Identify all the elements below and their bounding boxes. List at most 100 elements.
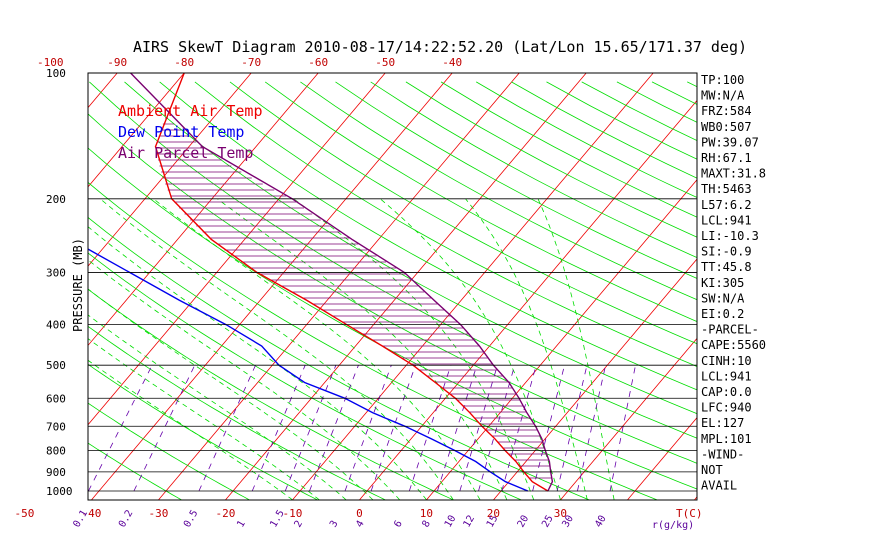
pressure-tick-label: 400 bbox=[46, 319, 66, 332]
moist-adiabat-line bbox=[88, 359, 293, 500]
dewpoint-temp-line bbox=[88, 248, 529, 492]
moist-adiabat-line bbox=[88, 338, 320, 500]
parcel-temp-line bbox=[130, 73, 554, 492]
plot-frame bbox=[87, 72, 698, 501]
isotherm-line bbox=[88, 73, 386, 426]
series-layer bbox=[88, 73, 554, 492]
index-item: -PARCEL- bbox=[701, 323, 759, 337]
mixing-ratio-label: 0.5 bbox=[182, 508, 201, 529]
dry-adiabat-line bbox=[229, 81, 697, 345]
mixing-ratio-line bbox=[284, 365, 337, 492]
dry-adiabat-line bbox=[440, 81, 697, 218]
top-temp-tick-label: -60 bbox=[308, 56, 328, 69]
isotherm-line bbox=[426, 179, 697, 500]
bottom-temp-tick-label: 10 bbox=[420, 507, 433, 520]
mixing-ratio-line bbox=[501, 365, 537, 492]
index-item: PW:39.07 bbox=[701, 135, 759, 149]
legend-entry: Ambient Air Temp bbox=[118, 102, 263, 120]
index-item: CAPE:5560 bbox=[701, 338, 766, 352]
mixing-ratio-label: 8 bbox=[420, 519, 433, 530]
dry-adiabat-line bbox=[88, 363, 318, 500]
index-item: AVAIL bbox=[701, 479, 737, 493]
mixing-ratio-label: 12 bbox=[462, 514, 478, 530]
isotherm-line bbox=[627, 417, 697, 500]
mixing-ratio-line bbox=[556, 365, 588, 492]
mixing-ratio-line bbox=[251, 365, 306, 492]
y-axis-label: PRESSURE (MB) bbox=[71, 238, 85, 332]
bottom-temp-tick-label: -50 bbox=[14, 507, 34, 520]
moist-adiabat-line bbox=[88, 288, 374, 500]
isobar-layer bbox=[88, 198, 697, 492]
cape-hatch bbox=[155, 117, 552, 479]
isotherm-line bbox=[225, 73, 587, 500]
mixing-ratio-label: 6 bbox=[392, 519, 405, 530]
dry-adiabat-line bbox=[194, 81, 697, 367]
dry-adiabat-line bbox=[335, 81, 697, 279]
axis-layer: 1002003004005006007008009001000-120-110-… bbox=[14, 56, 703, 531]
pressure-tick-label: 100 bbox=[46, 67, 66, 80]
mixing-ratio-line bbox=[609, 365, 636, 492]
mixing-ratio-label: 10 bbox=[443, 514, 459, 530]
top-temp-tick-label: -90 bbox=[107, 56, 127, 69]
index-item: LCL:941 bbox=[701, 369, 752, 383]
moist-adiabat-line bbox=[88, 259, 400, 500]
mixing-ratio-label: 2 bbox=[293, 519, 306, 530]
mixing-ratio-line bbox=[532, 365, 565, 492]
mixing-ratio-label: 4 bbox=[354, 519, 367, 530]
dry-adiabat-line bbox=[264, 81, 697, 322]
dry-adiabat-line bbox=[651, 81, 697, 105]
mixing-ratio-line bbox=[309, 365, 359, 492]
moist-adiabat-line bbox=[153, 198, 481, 500]
dry-adiabat-line bbox=[300, 81, 697, 301]
mixing-ratio-label: 15 bbox=[485, 514, 501, 530]
index-item: LCL:941 bbox=[701, 213, 752, 227]
pressure-tick-label: 900 bbox=[46, 466, 66, 479]
dry-adiabat-line bbox=[88, 442, 182, 500]
dry-adiabat-line bbox=[88, 113, 697, 464]
index-item: TP:100 bbox=[701, 73, 744, 87]
pressure-tick-label: 1000 bbox=[46, 485, 73, 498]
moist-adiabat-line bbox=[465, 198, 588, 500]
isotherm-line bbox=[91, 73, 453, 500]
index-item: TH:5463 bbox=[701, 182, 752, 196]
index-item: TT:45.8 bbox=[701, 260, 752, 274]
dry-adiabat-line bbox=[88, 288, 454, 500]
index-item: EI:0.2 bbox=[701, 307, 744, 321]
mixing-ratio-line bbox=[459, 365, 498, 492]
top-temp-tick-label: -40 bbox=[442, 56, 462, 69]
top-temp-tick-label: -100 bbox=[37, 56, 64, 69]
top-temp-tick-label: -70 bbox=[241, 56, 261, 69]
isotherm-line bbox=[88, 73, 252, 267]
index-item: MPL:101 bbox=[701, 432, 752, 446]
index-item: LI:-10.3 bbox=[701, 229, 759, 243]
top-temp-tick-label: -80 bbox=[174, 56, 194, 69]
dry-adiabat-line bbox=[511, 81, 697, 179]
index-item: MAXT:31.8 bbox=[701, 167, 766, 181]
ambient-temp-line bbox=[154, 73, 549, 492]
index-item: -WIND- bbox=[701, 447, 744, 461]
index-item: WB0:507 bbox=[701, 120, 752, 134]
pressure-tick-label: 300 bbox=[46, 266, 66, 279]
dry-adiabat-line bbox=[88, 147, 697, 490]
mixing-ratio-label: 30 bbox=[560, 514, 576, 530]
dry-adiabat-line bbox=[475, 81, 697, 198]
index-item: NOT bbox=[701, 463, 723, 477]
isotherm-line bbox=[88, 73, 118, 109]
mixing-ratio-label: 40 bbox=[593, 514, 609, 530]
dry-adiabat-line bbox=[124, 81, 697, 415]
x-axis-label: T(C) bbox=[676, 507, 703, 520]
mixing-ratio-label: 20 bbox=[516, 514, 532, 530]
index-item: SW:N/A bbox=[701, 291, 745, 305]
mixing-ratio-line bbox=[437, 365, 478, 492]
isotherm-line bbox=[359, 99, 697, 500]
isotherm-line bbox=[88, 73, 319, 347]
legend-entry: Air Parcel Temp bbox=[118, 144, 253, 162]
bottom-temp-tick-label: -10 bbox=[282, 507, 302, 520]
dry-adiabat-line bbox=[88, 402, 250, 500]
mixing-ratio-line bbox=[370, 365, 416, 492]
mixing-ratio-label: 1 bbox=[235, 519, 248, 530]
pressure-tick-label: 700 bbox=[46, 420, 66, 433]
dry-adiabat-line bbox=[370, 81, 697, 259]
